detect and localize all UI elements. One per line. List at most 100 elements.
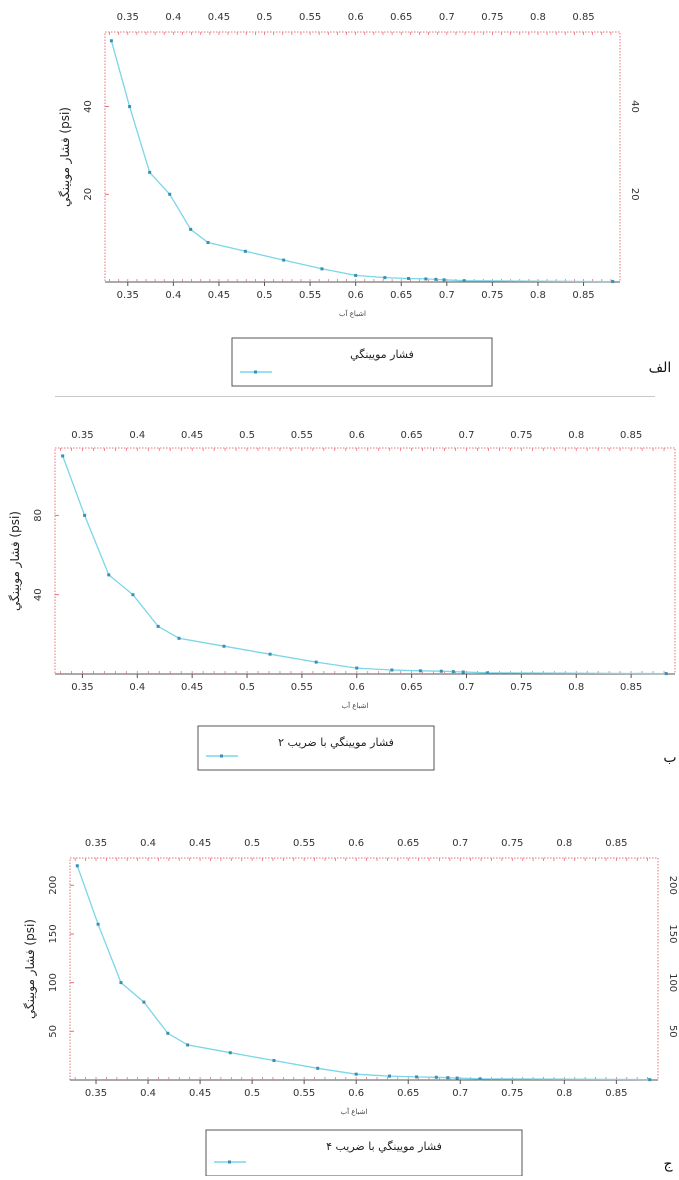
data-point: [142, 1000, 146, 1004]
data-point: [446, 1076, 450, 1080]
x-tick-label-bottom: 0.75: [481, 290, 503, 301]
x-tick-label-bottom: 0.85: [572, 290, 594, 301]
panel-divider: [55, 396, 655, 397]
plot-frame: [69, 857, 659, 1081]
x-axis-label: اشباع آب: [339, 309, 366, 318]
x-tick-label-top: 0.8: [530, 12, 546, 23]
x-tick-label-top: 0.8: [568, 430, 584, 441]
panel-letter: ب: [663, 750, 676, 766]
data-point: [415, 1075, 419, 1079]
legend-label: فشار مويينگي با ضريب ۴: [326, 1140, 442, 1153]
data-point: [320, 267, 324, 271]
data-point: [355, 666, 359, 670]
x-tick-label-top: 0.35: [117, 12, 139, 23]
x-tick-label-top: 0.5: [244, 838, 260, 849]
data-point: [272, 1059, 276, 1063]
data-point: [387, 1074, 391, 1078]
x-tick-label-bottom: 0.6: [348, 290, 364, 301]
x-tick-label-top: 0.45: [181, 430, 203, 441]
x-tick-label-bottom: 0.75: [510, 682, 532, 693]
data-point: [383, 276, 387, 280]
x-tick-label-bottom: 0.8: [568, 682, 584, 693]
x-tick-label-bottom: 0.6: [349, 682, 365, 693]
x-tick-label-top: 0.7: [439, 12, 455, 23]
y-tick-label-left: 100: [48, 973, 59, 992]
x-tick-label-top: 0.65: [390, 12, 412, 23]
x-tick-label-bottom: 0.45: [208, 290, 230, 301]
series-line: [110, 40, 613, 283]
x-tick-label-bottom: 0.85: [620, 682, 642, 693]
panel-letter: الف: [649, 360, 672, 376]
x-tick-label-top: 0.8: [556, 838, 572, 849]
x-tick-label-top: 0.65: [397, 838, 419, 849]
x-tick-label-bottom: 0.55: [293, 1088, 315, 1099]
x-tick-label-bottom: 0.8: [556, 1088, 572, 1099]
x-tick-label-bottom: 0.4: [140, 1088, 156, 1099]
x-tick-label-top: 0.5: [239, 430, 255, 441]
x-tick-label-top: 0.4: [165, 12, 181, 23]
y-tick-label-right: 150: [667, 924, 678, 943]
y-axis-label: فشار مويينگي (psi): [8, 511, 23, 611]
x-tick-label-top: 0.5: [257, 12, 273, 23]
data-point: [664, 672, 668, 676]
data-point: [354, 273, 358, 277]
x-tick-label-bottom: 0.5: [239, 682, 255, 693]
x-axis-label: اشباع آب: [342, 701, 369, 710]
x-tick-label-bottom: 0.4: [129, 682, 145, 693]
data-point: [461, 670, 465, 674]
x-tick-label-top: 0.75: [510, 430, 532, 441]
legend-box: [205, 1129, 523, 1177]
x-tick-label-bottom: 0.6: [348, 1088, 364, 1099]
data-point: [442, 278, 446, 282]
x-tick-label-bottom: 0.65: [401, 682, 423, 693]
data-point: [186, 1043, 190, 1047]
x-tick-label-top: 0.65: [401, 430, 423, 441]
y-tick-label-left: 20: [83, 188, 94, 201]
data-point: [243, 249, 247, 253]
plot-frame: [54, 447, 676, 675]
y-tick-label-right: 200: [667, 876, 678, 895]
x-tick-label-bottom: 0.35: [117, 290, 139, 301]
x-tick-label-bottom: 0.7: [459, 682, 475, 693]
x-tick-label-bottom: 0.75: [501, 1088, 523, 1099]
x-tick-label-top: 0.4: [140, 838, 156, 849]
data-point: [96, 922, 100, 926]
x-tick-label-top: 0.6: [348, 12, 364, 23]
data-point: [354, 1072, 358, 1076]
x-tick-label-bottom: 0.65: [397, 1088, 419, 1099]
data-point: [314, 660, 318, 664]
data-point: [61, 454, 65, 458]
chart-svg-2: 0.35 0.35 0.4 0.4 0.45 0.45 0.5 0.5 0.55 0.55 0.6 0…: [8, 430, 677, 771]
x-tick-label-bottom: 0.4: [165, 290, 181, 301]
legend-box: [231, 337, 493, 387]
x-tick-label-bottom: 0.55: [291, 682, 313, 693]
x-tick-label-top: 0.35: [71, 430, 93, 441]
x-tick-label-bottom: 0.7: [452, 1088, 468, 1099]
data-point: [648, 1078, 652, 1082]
y-axis-label: فشار مويينگي (psi): [58, 107, 73, 207]
panel-letter: ج: [663, 1156, 673, 1172]
legend-label: فشار مويينگي با ضريب ۲: [278, 736, 394, 749]
x-tick-label-bottom: 0.35: [71, 682, 93, 693]
data-point: [424, 277, 428, 281]
data-point: [268, 652, 272, 656]
legend-marker: [228, 1160, 231, 1164]
chart-panel-2: 0.35 0.35 0.4 0.4 0.45 0.45 0.5 0.5 0.55 0.55 0.6 0…: [0, 398, 679, 790]
data-point: [166, 1031, 170, 1035]
legend-marker: [220, 754, 223, 758]
y-tick-label-right: 20: [629, 188, 640, 201]
data-point: [222, 644, 226, 648]
x-tick-label-bottom: 0.45: [181, 682, 203, 693]
x-tick-label-bottom: 0.85: [605, 1088, 627, 1099]
plot-frame: [104, 31, 621, 283]
y-tick-label-left: 40: [33, 588, 44, 601]
x-tick-label-bottom: 0.8: [530, 290, 546, 301]
x-tick-label-bottom: 0.5: [244, 1088, 260, 1099]
x-axis-label: اشباع آب: [341, 1107, 368, 1116]
x-tick-label-top: 0.4: [129, 430, 145, 441]
data-point: [189, 227, 193, 231]
data-point: [611, 280, 615, 284]
x-tick-label-bottom: 0.35: [85, 1088, 107, 1099]
series-line: [62, 455, 667, 675]
x-tick-label-top: 0.45: [189, 838, 211, 849]
